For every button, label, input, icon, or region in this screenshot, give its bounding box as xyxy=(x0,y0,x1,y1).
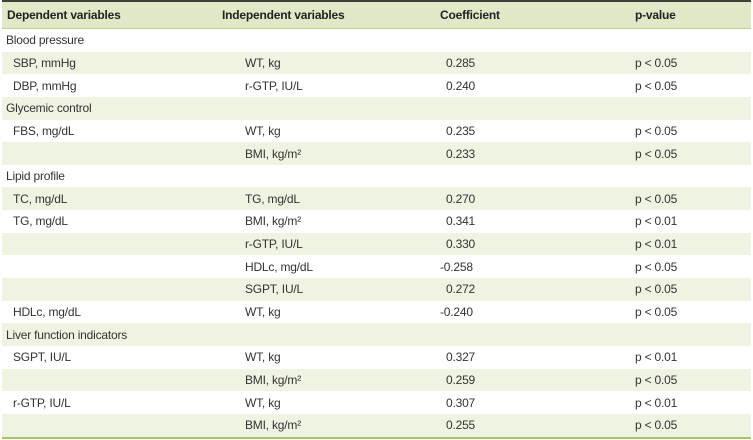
p-value-cell: p < 0.01 xyxy=(635,395,678,410)
table-row: SGPT, IU/L WT, kg 0.327 p < 0.01 xyxy=(2,345,751,369)
table-row: BMI, kg/m² 0.233 p < 0.05 xyxy=(2,142,751,165)
coefficient-cell: 0.233 xyxy=(432,147,622,161)
p-value-cell: p < 0.05 xyxy=(635,372,678,387)
independent-variable-cell: SGPT, IU/L xyxy=(245,282,304,297)
coefficient-value: -0.240 xyxy=(440,305,473,319)
table-header-row: Dependent variables Independent variable… xyxy=(2,2,751,29)
coefficient-cell: 0.285 xyxy=(432,56,622,70)
section-row: Liver function indicators xyxy=(2,323,751,346)
independent-variable-cell: WT, kg xyxy=(245,395,281,410)
p-value-cell: p < 0.05 xyxy=(635,305,678,319)
dependent-variable-cell: SBP, mmHg xyxy=(13,55,76,70)
dependent-variable-cell: TC, mg/dL xyxy=(13,191,68,206)
col-header-independent-variables: Independent variables xyxy=(222,8,345,22)
independent-variable-cell: BMI, kg/m² xyxy=(245,418,302,433)
coefficient-cell: 0.272 xyxy=(432,282,622,296)
table-row: r-GTP, IU/L 0.330 p < 0.01 xyxy=(2,232,751,256)
coefficient-value: 0.255 xyxy=(446,418,476,433)
section-row: Glycemic control xyxy=(2,96,751,120)
coefficient-value: 0.330 xyxy=(446,237,476,252)
p-value-cell: p < 0.05 xyxy=(635,123,678,138)
coefficient-cell: 0.259 xyxy=(432,373,622,387)
table-row: HDLc, mg/dL -0.258 p < 0.05 xyxy=(2,255,751,279)
p-value-cell: p < 0.05 xyxy=(635,418,678,433)
col-header-dependent-variables: Dependent variables xyxy=(7,8,121,22)
independent-variable-cell: WT, kg xyxy=(245,55,281,70)
p-value-cell: p < 0.05 xyxy=(635,191,678,206)
coefficient-value: 0.272 xyxy=(446,282,476,297)
coefficient-value: 0.285 xyxy=(446,55,476,70)
coefficient-cell: -0.258 xyxy=(432,260,622,274)
table-row: HDLc, mg/dL WT, kg -0.240 p < 0.05 xyxy=(2,300,751,324)
coefficient-cell: 0.255 xyxy=(432,418,622,432)
independent-variable-cell: BMI, kg/m² xyxy=(245,214,302,229)
table-row: FBS, mg/dL WT, kg 0.235 p < 0.05 xyxy=(2,119,751,143)
independent-variable-cell: BMI, kg/m² xyxy=(245,146,302,161)
coefficient-value: 0.327 xyxy=(446,350,476,365)
section-label: Liver function indicators xyxy=(6,327,128,342)
independent-variable-cell: r-GTP, IU/L xyxy=(245,78,303,93)
section-label: Blood pressure xyxy=(6,33,84,48)
p-value-cell: p < 0.01 xyxy=(635,350,678,365)
section-row: Lipid profile xyxy=(2,164,751,188)
coefficient-cell: 0.240 xyxy=(432,79,622,93)
coefficient-cell: 0.270 xyxy=(432,192,622,206)
coefficient-cell: 0.341 xyxy=(432,214,622,228)
table-row: SBP, mmHg WT, kg 0.285 p < 0.05 xyxy=(2,51,751,75)
independent-variable-cell: r-GTP, IU/L xyxy=(245,237,303,252)
dependent-variable-cell: TG, mg/dL xyxy=(13,214,68,229)
coefficient-cell: -0.240 xyxy=(432,305,622,319)
dependent-variable-cell: r-GTP, IU/L xyxy=(13,395,71,410)
independent-variable-cell: TG, mg/dL xyxy=(245,191,300,206)
coefficient-value: 0.240 xyxy=(446,78,476,93)
table-row: BMI, kg/m² 0.255 p < 0.05 xyxy=(2,413,751,437)
coefficient-value: 0.235 xyxy=(446,123,476,138)
table-row: TC, mg/dL TG, mg/dL 0.270 p < 0.05 xyxy=(2,187,751,211)
table-row: DBP, mmHg r-GTP, IU/L 0.240 p < 0.05 xyxy=(2,74,751,97)
table-row: r-GTP, IU/L WT, kg 0.307 p < 0.01 xyxy=(2,391,751,414)
p-value-cell: p < 0.01 xyxy=(635,237,678,252)
table-row: TG, mg/dL BMI, kg/m² 0.341 p < 0.01 xyxy=(2,210,751,233)
col-header-p-value: p-value xyxy=(635,8,676,22)
p-value-cell: p < 0.01 xyxy=(635,214,678,229)
p-value-cell: p < 0.05 xyxy=(635,55,678,70)
section-label: Lipid profile xyxy=(6,169,65,184)
p-value-cell: p < 0.05 xyxy=(635,259,678,274)
coefficient-value: -0.258 xyxy=(440,259,473,274)
independent-variable-cell: WT, kg xyxy=(245,350,281,365)
p-value-cell: p < 0.05 xyxy=(635,282,678,297)
section-label: Glycemic control xyxy=(6,101,92,116)
dependent-variable-cell: HDLc, mg/dL xyxy=(13,305,81,319)
dependent-variable-cell: FBS, mg/dL xyxy=(13,123,75,138)
coefficient-value: 0.270 xyxy=(446,191,476,206)
table-row: SGPT, IU/L 0.272 p < 0.05 xyxy=(2,278,751,301)
coefficient-value: 0.341 xyxy=(446,214,476,229)
table-row: BMI, kg/m² 0.259 p < 0.05 xyxy=(2,368,751,392)
coefficient-cell: 0.235 xyxy=(432,124,622,138)
dependent-variable-cell: SGPT, IU/L xyxy=(13,350,72,365)
coefficient-value: 0.233 xyxy=(446,146,476,161)
independent-variable-cell: WT, kg xyxy=(245,123,281,138)
independent-variable-cell: HDLc, mg/dL xyxy=(245,259,313,274)
section-row: Blood pressure xyxy=(2,29,751,52)
coefficient-value: 0.307 xyxy=(446,395,476,410)
independent-variable-cell: BMI, kg/m² xyxy=(245,372,302,387)
p-value-cell: p < 0.05 xyxy=(635,146,678,161)
coefficient-cell: 0.307 xyxy=(432,396,622,410)
coefficient-cell: 0.330 xyxy=(432,237,622,251)
coefficient-value: 0.259 xyxy=(446,372,476,387)
table-body: Blood pressure SBP, mmHg WT, kg 0.285 p … xyxy=(2,29,751,437)
coefficient-cell: 0.327 xyxy=(432,350,622,364)
col-header-coefficient: Coefficient xyxy=(440,8,500,22)
independent-variable-cell: WT, kg xyxy=(245,305,281,319)
dependent-variable-cell: DBP, mmHg xyxy=(13,78,77,93)
p-value-cell: p < 0.05 xyxy=(635,78,678,93)
